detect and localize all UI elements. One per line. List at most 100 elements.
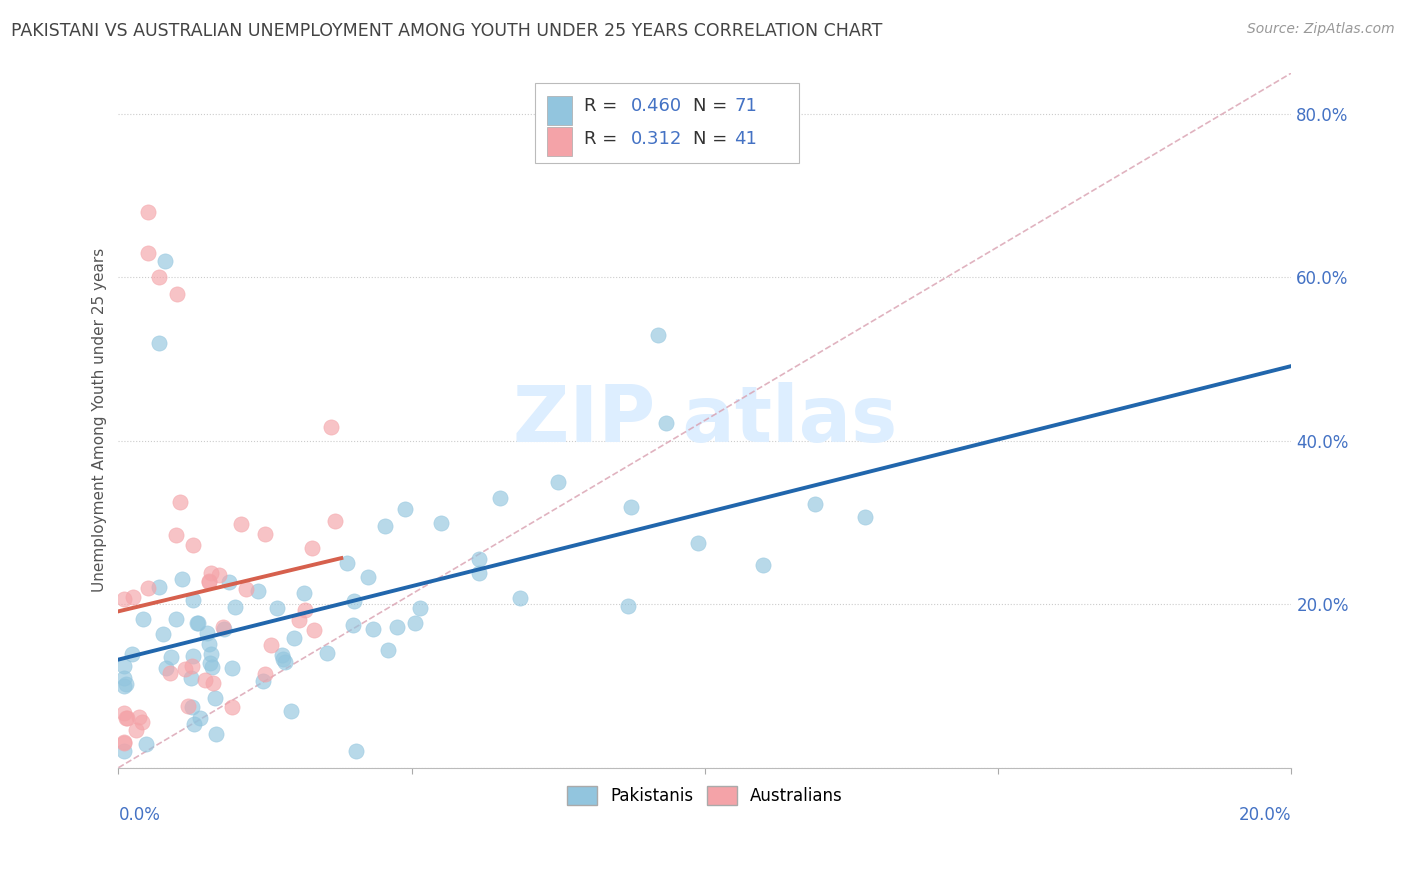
- Point: [254, 527, 277, 541]
- Point: [112, 735, 135, 749]
- Point: [231, 517, 253, 532]
- Point: [343, 594, 366, 608]
- Text: 0.0%: 0.0%: [118, 805, 160, 824]
- Point: [112, 658, 135, 673]
- Point: [202, 676, 225, 690]
- Point: [304, 623, 326, 637]
- Point: [112, 680, 135, 694]
- Point: [112, 744, 135, 758]
- Point: [136, 245, 159, 260]
- Point: [112, 592, 135, 607]
- Point: [159, 665, 181, 680]
- Point: [148, 270, 170, 285]
- Point: [271, 648, 294, 662]
- Point: [183, 717, 205, 731]
- Point: [201, 659, 224, 673]
- Point: [224, 600, 246, 615]
- Point: [288, 614, 311, 628]
- Point: [169, 495, 191, 509]
- Point: [187, 615, 209, 630]
- Point: [136, 205, 159, 219]
- Point: [361, 623, 384, 637]
- Point: [266, 601, 288, 615]
- Point: [200, 647, 222, 661]
- Point: [181, 649, 204, 664]
- Point: [271, 652, 294, 666]
- Point: [152, 627, 174, 641]
- Point: [172, 572, 194, 586]
- Point: [121, 647, 143, 661]
- Point: [430, 516, 453, 530]
- Point: [112, 736, 135, 750]
- Point: [181, 593, 204, 607]
- Point: [174, 661, 197, 675]
- Point: [121, 590, 143, 604]
- Point: [655, 417, 678, 431]
- FancyBboxPatch shape: [534, 83, 799, 163]
- Point: [115, 711, 138, 725]
- Point: [547, 475, 569, 489]
- Point: [804, 497, 827, 511]
- Point: [280, 705, 302, 719]
- Point: [374, 519, 396, 533]
- Point: [325, 515, 347, 529]
- Point: [342, 617, 364, 632]
- Text: PAKISTANI VS AUSTRALIAN UNEMPLOYMENT AMONG YOUTH UNDER 25 YEARS CORRELATION CHAR: PAKISTANI VS AUSTRALIAN UNEMPLOYMENT AMO…: [11, 22, 883, 40]
- Point: [336, 556, 359, 570]
- Text: 41: 41: [734, 130, 758, 148]
- Point: [180, 659, 202, 673]
- Point: [301, 541, 323, 556]
- Text: ZIP atlas: ZIP atlas: [513, 383, 897, 458]
- Point: [177, 698, 200, 713]
- Point: [647, 327, 669, 342]
- Point: [115, 677, 138, 691]
- Point: [125, 723, 148, 737]
- Point: [112, 706, 135, 720]
- Point: [509, 591, 531, 605]
- Point: [136, 581, 159, 595]
- Point: [208, 568, 231, 582]
- Point: [112, 671, 135, 685]
- Point: [148, 580, 170, 594]
- Point: [198, 574, 221, 589]
- Point: [181, 538, 204, 552]
- Point: [194, 673, 217, 687]
- Point: [135, 737, 157, 751]
- Point: [315, 647, 337, 661]
- Point: [180, 672, 202, 686]
- Point: [467, 566, 489, 581]
- Point: [180, 700, 202, 714]
- Text: N =: N =: [693, 97, 733, 115]
- Point: [148, 335, 170, 350]
- Text: 0.312: 0.312: [631, 130, 682, 148]
- Point: [253, 666, 276, 681]
- Text: 0.460: 0.460: [631, 97, 682, 115]
- Bar: [547, 128, 572, 156]
- Point: [235, 582, 257, 596]
- Point: [853, 510, 876, 524]
- Point: [292, 585, 315, 599]
- Y-axis label: Unemployment Among Youth under 25 years: Unemployment Among Youth under 25 years: [93, 248, 107, 592]
- Point: [385, 620, 408, 634]
- Point: [247, 583, 270, 598]
- Text: Source: ZipAtlas.com: Source: ZipAtlas.com: [1247, 22, 1395, 37]
- Point: [115, 711, 138, 725]
- Point: [160, 649, 183, 664]
- Point: [212, 620, 235, 634]
- Point: [197, 574, 219, 588]
- Point: [294, 603, 316, 617]
- Point: [165, 611, 187, 625]
- Point: [221, 700, 243, 714]
- Text: R =: R =: [583, 97, 623, 115]
- Point: [394, 501, 416, 516]
- Point: [200, 566, 222, 580]
- Point: [274, 655, 297, 669]
- Point: [218, 575, 240, 590]
- Point: [252, 674, 274, 689]
- Point: [404, 616, 426, 631]
- Point: [198, 656, 221, 670]
- Point: [409, 601, 432, 615]
- Point: [488, 491, 510, 505]
- Text: R =: R =: [583, 130, 628, 148]
- Point: [260, 638, 283, 652]
